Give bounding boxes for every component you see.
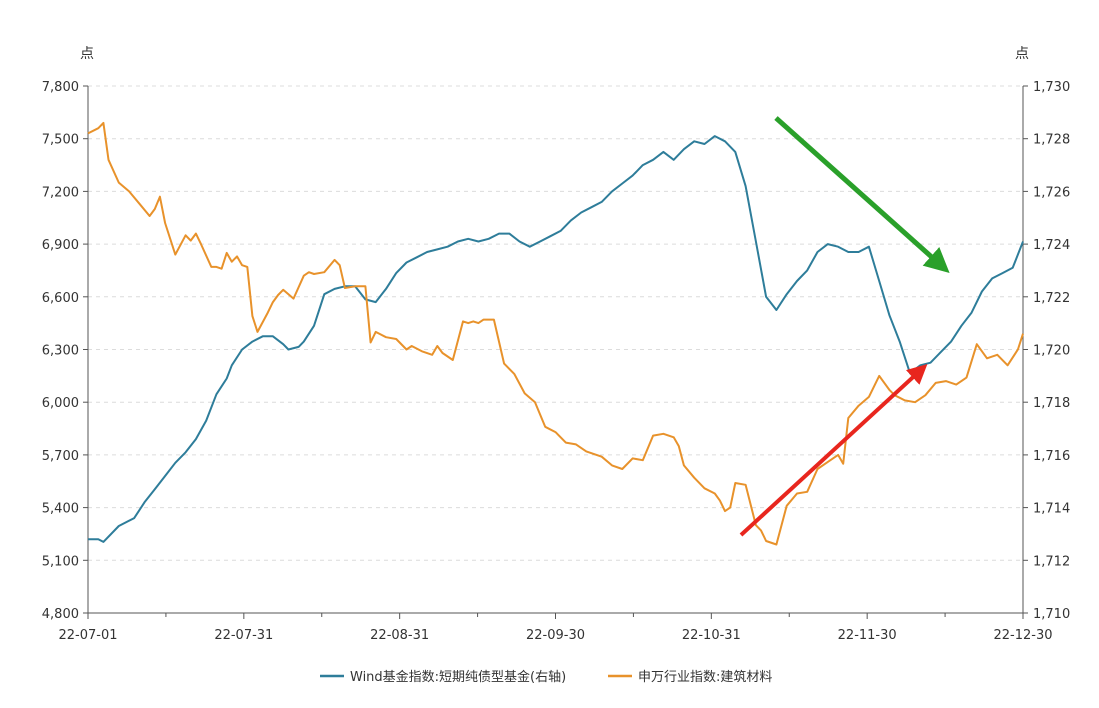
right-tick-label: 1,714 — [1033, 502, 1070, 517]
series-line-wind-short-bond — [88, 135, 1024, 543]
grid-lines — [88, 85, 1023, 561]
legend-label-jiancai: 申万行业指数:建筑材料 — [638, 669, 772, 685]
right-tick-label: 1,728 — [1033, 133, 1070, 148]
right-tick-label: 1,716 — [1033, 449, 1070, 464]
left-tick-label: 7,800 — [42, 80, 79, 95]
left-tick-label: 5,400 — [42, 502, 79, 517]
right-tick-label: 1,720 — [1033, 344, 1070, 359]
left-tick-label: 7,500 — [42, 133, 79, 148]
green-arrow-annotation — [774, 116, 950, 273]
right-tick-label: 1,722 — [1033, 291, 1070, 306]
annotations — [739, 116, 950, 537]
x-tick-label: 22-08-31 — [370, 628, 429, 643]
red-arrow-annotation — [739, 363, 928, 537]
x-tick-label: 22-12-30 — [993, 628, 1052, 643]
legend: Wind基金指数:短期纯债型基金(右轴) 申万行业指数:建筑材料 — [320, 669, 772, 685]
right-tick-label: 1,724 — [1033, 238, 1070, 253]
left-axis-unit: 点 — [80, 46, 94, 62]
series-lines — [87, 121, 1024, 546]
left-tick-label: 6,300 — [42, 344, 79, 359]
right-tick-label: 1,730 — [1033, 80, 1070, 95]
x-tick-label: 22-09-30 — [526, 628, 585, 643]
right-tick-label: 1,718 — [1033, 396, 1070, 411]
x-tick-label: 22-07-31 — [214, 628, 273, 643]
x-tick-label: 22-07-01 — [58, 628, 117, 643]
left-tick-label: 5,100 — [42, 554, 79, 569]
legend-label-wind: Wind基金指数:短期纯债型基金(右轴) — [350, 669, 566, 685]
left-tick-label: 6,600 — [42, 291, 79, 306]
right-tick-label: 1,710 — [1033, 607, 1070, 622]
series-line-building-materials — [87, 121, 1024, 546]
left-tick-label: 4,800 — [42, 607, 79, 622]
x-tick-label: 22-10-31 — [682, 628, 741, 643]
left-tick-label: 5,700 — [42, 449, 79, 464]
right-axis-unit: 点 — [1015, 46, 1029, 62]
left-tick-label: 6,900 — [42, 238, 79, 253]
left-tick-label: 7,200 — [42, 185, 79, 200]
left-tick-label: 6,000 — [42, 396, 79, 411]
right-tick-label: 1,712 — [1033, 554, 1070, 569]
axes: 4,800 1,710 5,100 1,712 5,400 1,714 5,700 1,716… — [42, 80, 1070, 643]
right-tick-label: 1,726 — [1033, 185, 1070, 200]
x-tick-label: 22-11-30 — [838, 628, 897, 643]
